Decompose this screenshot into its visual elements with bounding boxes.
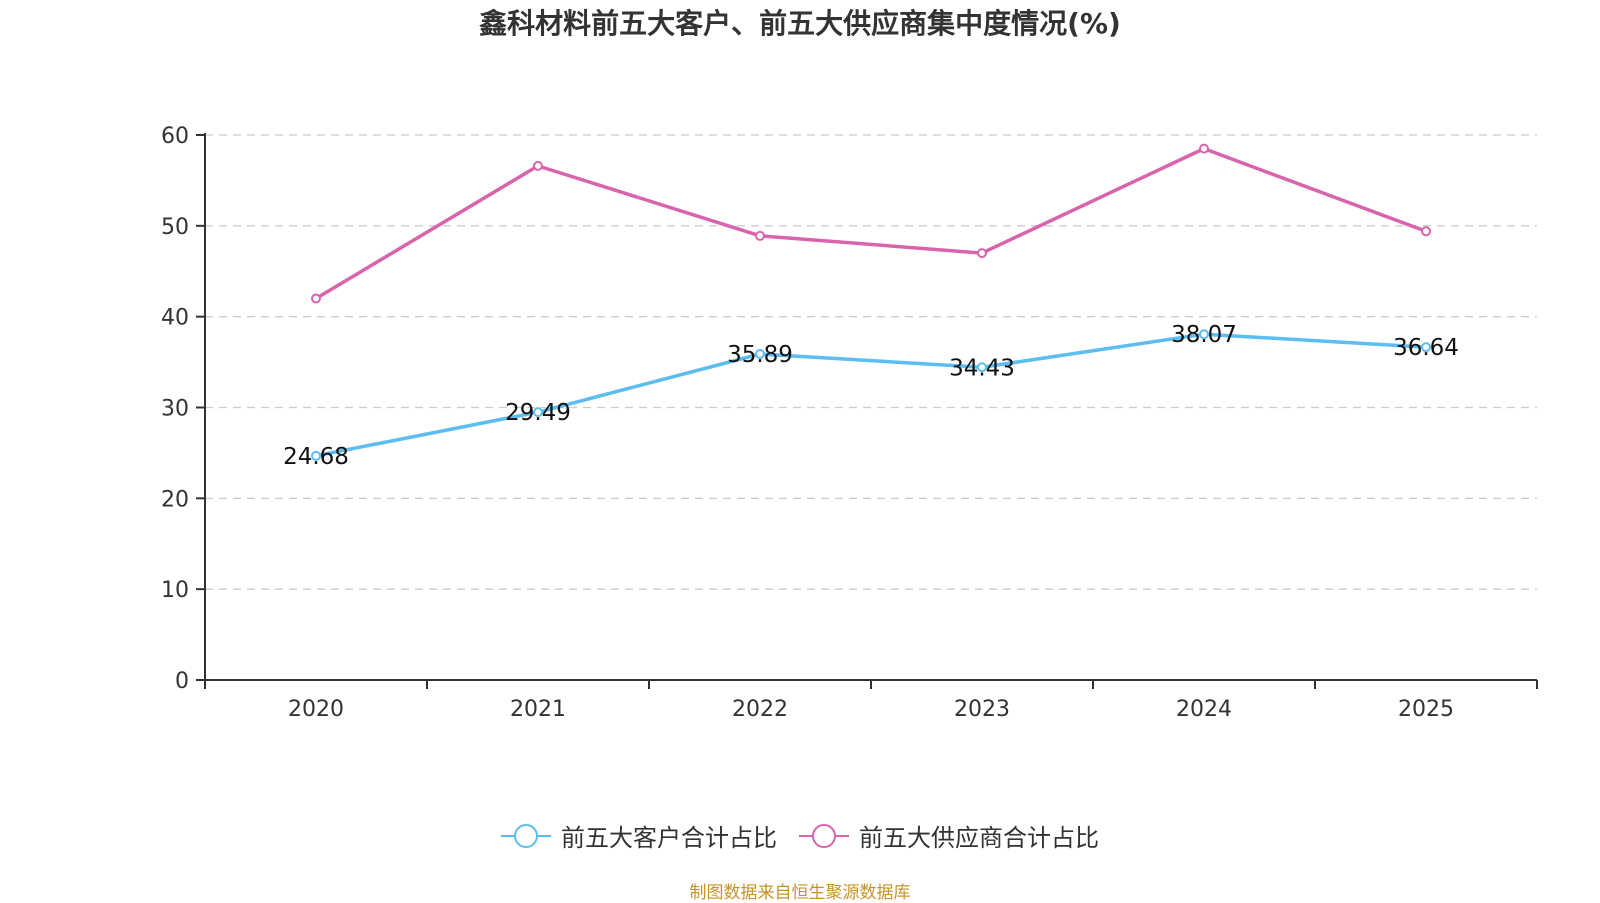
axes: 0 10 20 30 40 50 60 2020 2021 2022 2023 2024 2025	[161, 124, 1538, 722]
legend-label-customers: 前五大客户合计占比	[561, 824, 777, 852]
x-tick-label: 2022	[732, 697, 788, 722]
data-source-note: 制图数据来自恒生聚源数据库	[689, 883, 911, 903]
legend: 前五大客户合计占比 前五大供应商合计占比	[0, 818, 1600, 853]
data-point	[311, 450, 321, 461]
data-label: 36.64	[1393, 335, 1459, 361]
data-point	[1199, 329, 1209, 340]
legend-item-customers[interactable]: 前五大客户合计占比	[501, 818, 777, 853]
y-tick-label: 10	[161, 578, 189, 603]
series-line-1	[315, 146, 1427, 301]
series-line-0	[315, 332, 1427, 458]
x-tick-label: 2023	[954, 697, 1010, 722]
data-point	[533, 160, 543, 171]
data-point	[1421, 226, 1431, 237]
data-point	[1421, 342, 1431, 353]
x-tick-label: 2021	[510, 697, 566, 722]
data-label: 35.89	[727, 342, 793, 368]
data-point	[977, 248, 987, 259]
data-labels: 24.68 29.49 35.89 34.43 38.07 36.64	[283, 322, 1459, 470]
data-point	[755, 348, 765, 359]
data-point	[755, 230, 765, 241]
data-label: 34.43	[949, 355, 1015, 381]
gridlines	[205, 134, 1537, 590]
x-tick-label: 2025	[1398, 697, 1454, 722]
y-tick-label: 40	[161, 306, 189, 331]
legend-item-suppliers[interactable]: 前五大供应商合计占比	[799, 818, 1099, 853]
data-point	[1199, 143, 1209, 154]
y-tick-label: 50	[161, 215, 189, 240]
x-tick-label: 2024	[1176, 697, 1232, 722]
x-tick-label: 2020	[288, 697, 344, 722]
y-tick-label: 30	[161, 397, 189, 422]
data-point	[311, 293, 321, 304]
legend-marker-suppliers-icon	[799, 823, 849, 848]
legend-marker-customers-icon	[501, 823, 551, 848]
data-label: 29.49	[505, 400, 571, 426]
y-tick-label: 0	[175, 669, 189, 694]
y-tick-label: 20	[161, 487, 189, 512]
data-point	[533, 407, 543, 418]
series	[311, 143, 1431, 461]
data-label: 24.68	[283, 444, 349, 470]
y-tick-label: 60	[161, 124, 189, 149]
data-label: 38.07	[1171, 322, 1237, 348]
legend-label-suppliers: 前五大供应商合计占比	[859, 824, 1099, 852]
data-point	[977, 362, 987, 373]
chart-title: 鑫科材料前五大客户、前五大供应商集中度情况(%)	[479, 7, 1121, 40]
